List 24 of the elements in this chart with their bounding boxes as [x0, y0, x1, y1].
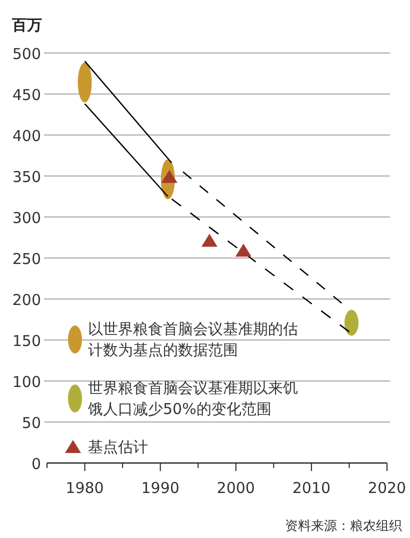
x-tick-label: 2020 — [368, 479, 406, 497]
y-tick-label: 200 — [12, 291, 41, 309]
y-tick-label: 300 — [12, 209, 41, 227]
x-tick-label: 1980 — [66, 479, 104, 497]
y-tick-label: 50 — [22, 414, 41, 432]
point — [201, 234, 218, 247]
text: 资料来源：粮农组织 — [285, 519, 402, 534]
legend-label: 基点估计 — [88, 438, 148, 456]
legend-label: 世界粮食首脑会议基准期以来饥饿人口减少50%的变化范围 — [87, 379, 298, 418]
legend-label: 以世界粮食首脑会议基准期的估计数为基点的数据范围 — [88, 320, 298, 359]
y-tick-label: 450 — [12, 86, 41, 104]
y-tick-label: 250 — [12, 250, 41, 268]
y-tick-label: 400 — [12, 127, 41, 145]
y-tick-label: 0 — [31, 455, 41, 473]
y-tick-label: 100 — [12, 373, 41, 391]
y-tick-label: 500 — [12, 45, 41, 63]
x-tick-label: 2010 — [292, 479, 331, 497]
point — [161, 170, 178, 183]
y-axis-title: 百万 — [11, 16, 42, 34]
point — [235, 244, 252, 257]
y-tick-label: 150 — [12, 332, 41, 350]
x-tick-label: 2000 — [216, 479, 255, 497]
y-tick-label: 350 — [12, 168, 41, 186]
x-tick-label: 1990 — [141, 479, 180, 497]
